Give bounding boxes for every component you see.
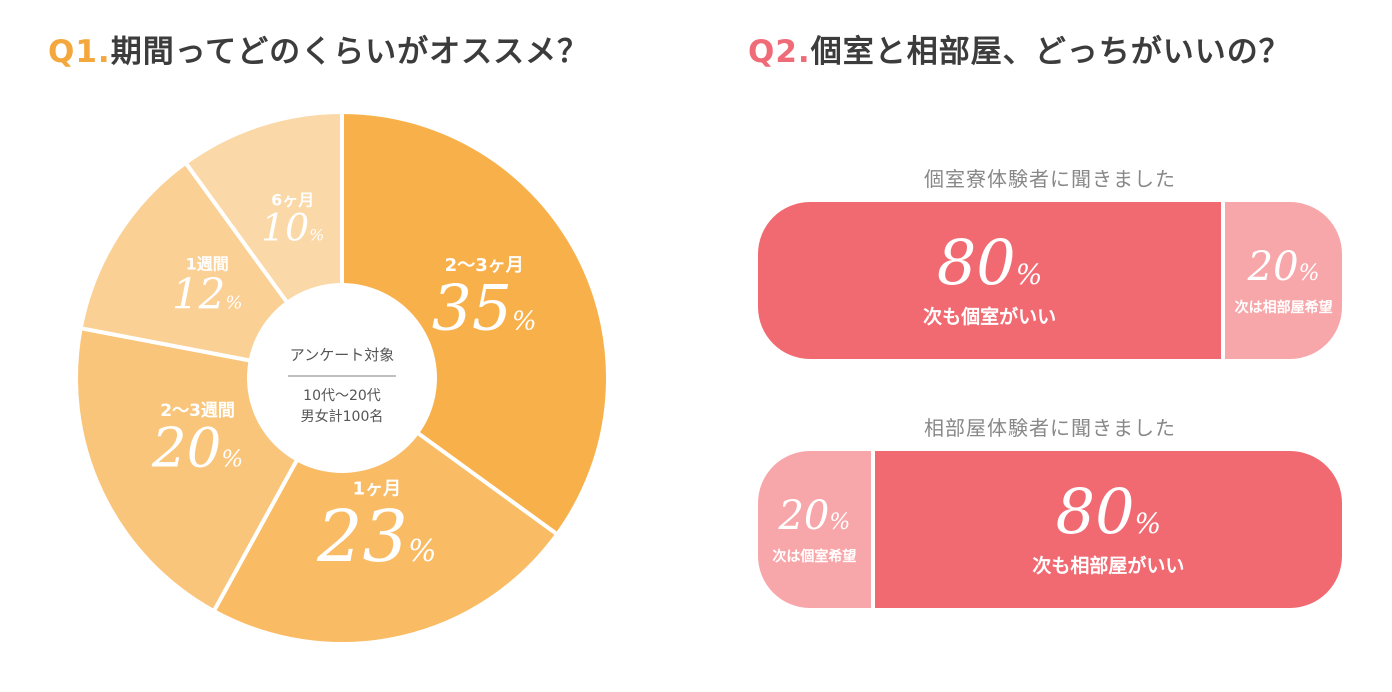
- q2-title: Q2.個室と相部屋、どっちがいいの？: [748, 26, 1291, 71]
- pie-slice: [211, 375, 560, 646]
- pie-slice-value: 12%: [172, 269, 243, 318]
- pie-slice-label: 2〜3ヶ月: [445, 255, 524, 276]
- pie-center-line2: 男女計100名: [301, 408, 384, 425]
- pie-slice-label: 6ヶ月: [271, 190, 314, 209]
- pie-slice-value: 35%: [432, 271, 537, 344]
- bar2-minor-unit: %: [829, 509, 851, 535]
- bar1-minor-label: 次は相部屋希望: [1234, 299, 1333, 316]
- pie-slice-value: 10%: [261, 206, 324, 250]
- bar2-segment-stay-shared: 80% 次も相部屋がいい: [874, 451, 1342, 608]
- bar2-minor-value: 20: [778, 492, 830, 539]
- q2-number: Q2.: [748, 34, 811, 70]
- bar1-main-unit: %: [1015, 258, 1043, 291]
- private-room-bar: 80% 次も個室がいい 20% 次は相部屋希望: [758, 202, 1342, 359]
- bar2-minor-label: 次は個室希望: [772, 548, 857, 565]
- bar1-subtitle: 個室寮体験者に聞きました: [924, 167, 1176, 191]
- bar1-main-label: 次も個室がいい: [923, 306, 1057, 328]
- q1-text: 期間ってどのくらいがオススメ？: [110, 34, 590, 70]
- pie-center-hole: [247, 283, 437, 473]
- bar1-main-value: 80: [936, 226, 1016, 299]
- pie-slice-label: 1ヶ月: [353, 478, 402, 499]
- bar2-segment-want-private: 20% 次は個室希望: [758, 451, 875, 608]
- bar2-main-label: 次も相部屋がいい: [1032, 555, 1185, 577]
- bar2-main-unit: %: [1134, 507, 1162, 540]
- bar1-segment-stay-private: 80% 次も個室がいい: [758, 202, 1226, 359]
- pie-slice: [340, 109, 610, 538]
- pie-slice-value: 23%: [316, 495, 436, 578]
- pie-slice-label: 1週間: [186, 254, 229, 273]
- shared-room-bar: 20% 次は個室希望 80% 次も相部屋がいい: [758, 451, 1342, 608]
- bar1-minor-value: 20: [1247, 243, 1299, 290]
- q1-number: Q1.: [48, 34, 111, 70]
- bar2-main-value: 80: [1055, 475, 1135, 548]
- pie-center-title: アンケート対象: [290, 346, 394, 364]
- pie-slice-label: 2〜3週間: [160, 401, 235, 421]
- bar1-segment-want-shared: 20% 次は相部屋希望: [1225, 202, 1342, 359]
- bar1-minor-unit: %: [1298, 260, 1320, 286]
- bar2-subtitle: 相部屋体験者に聞きました: [924, 416, 1176, 440]
- q2-text: 個室と相部屋、どっちがいいの？: [810, 34, 1291, 70]
- pie-slice-value: 20%: [151, 416, 243, 480]
- q1-title: Q1.期間ってどのくらいがオススメ？: [48, 26, 589, 71]
- pie-center-line1: 10代〜20代: [303, 388, 381, 404]
